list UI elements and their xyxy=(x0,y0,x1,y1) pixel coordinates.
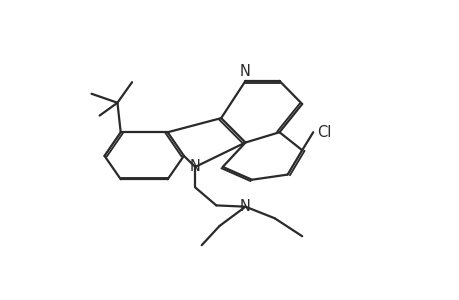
Text: N: N xyxy=(240,64,250,79)
Text: Cl: Cl xyxy=(316,125,330,140)
Text: N: N xyxy=(240,199,250,214)
Text: N: N xyxy=(190,159,200,174)
